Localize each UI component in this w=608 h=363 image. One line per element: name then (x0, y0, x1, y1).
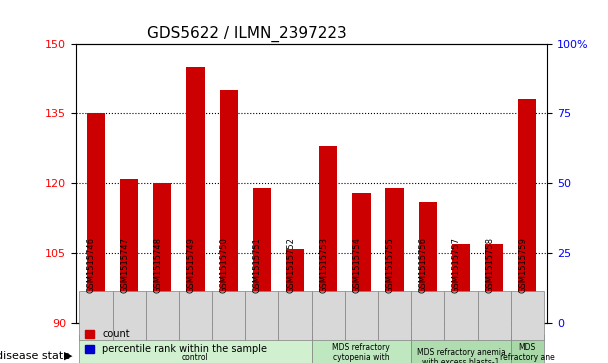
FancyBboxPatch shape (511, 291, 544, 340)
Bar (253, 188, 271, 323)
Text: GDS5622 / ILMN_2397223: GDS5622 / ILMN_2397223 (147, 26, 347, 42)
Bar (87, 313, 105, 323)
FancyBboxPatch shape (378, 291, 411, 340)
Bar (186, 67, 204, 323)
FancyBboxPatch shape (511, 335, 544, 363)
Bar (485, 316, 503, 323)
Bar (385, 188, 404, 323)
Text: MDS refractory
cytopenia with
multilineage dysplasia: MDS refractory cytopenia with multilinea… (318, 343, 405, 363)
Bar (452, 319, 470, 323)
Bar (186, 308, 204, 323)
Bar (153, 318, 171, 323)
Bar (153, 183, 171, 323)
Text: GSM1515755: GSM1515755 (385, 237, 395, 293)
Text: MDS refractory anemia
with excess blasts-1: MDS refractory anemia with excess blasts… (416, 348, 505, 363)
Bar (352, 193, 370, 323)
FancyBboxPatch shape (79, 335, 311, 363)
FancyBboxPatch shape (345, 291, 378, 340)
FancyBboxPatch shape (477, 291, 511, 340)
FancyBboxPatch shape (146, 291, 179, 340)
Text: GSM1515751: GSM1515751 (253, 237, 262, 293)
Bar (319, 313, 337, 323)
Bar (219, 90, 238, 323)
FancyBboxPatch shape (311, 291, 345, 340)
Text: GSM1515752: GSM1515752 (286, 237, 295, 293)
Text: GSM1515754: GSM1515754 (353, 237, 361, 293)
Bar (419, 202, 437, 323)
Bar (87, 113, 105, 323)
Text: GSM1515759: GSM1515759 (518, 237, 527, 293)
Legend: count, percentile rank within the sample: count, percentile rank within the sample (81, 326, 271, 358)
FancyBboxPatch shape (278, 291, 311, 340)
FancyBboxPatch shape (179, 291, 212, 340)
Text: GSM1515749: GSM1515749 (187, 237, 195, 293)
Text: ▶: ▶ (64, 351, 73, 361)
Bar (518, 99, 536, 323)
Bar (485, 244, 503, 323)
Bar (286, 249, 304, 323)
Bar (253, 308, 271, 323)
Bar (518, 310, 536, 323)
Bar (352, 318, 370, 323)
Text: GSM1515748: GSM1515748 (153, 237, 162, 293)
FancyBboxPatch shape (212, 291, 245, 340)
Bar (219, 313, 238, 323)
FancyBboxPatch shape (112, 291, 146, 340)
FancyBboxPatch shape (411, 335, 511, 363)
Bar (385, 318, 404, 323)
FancyBboxPatch shape (444, 291, 477, 340)
Text: GSM1515746: GSM1515746 (87, 237, 96, 293)
Text: MDS
refractory ane
ria with: MDS refractory ane ria with (500, 343, 554, 363)
FancyBboxPatch shape (245, 291, 278, 340)
Text: GSM1515758: GSM1515758 (485, 237, 494, 293)
Bar (120, 179, 138, 323)
FancyBboxPatch shape (79, 291, 112, 340)
Bar (120, 318, 138, 323)
FancyBboxPatch shape (311, 335, 411, 363)
Text: GSM1515747: GSM1515747 (120, 237, 129, 293)
Text: GSM1515756: GSM1515756 (419, 237, 428, 293)
Text: disease state: disease state (0, 351, 70, 361)
Bar (452, 244, 470, 323)
Text: GSM1515757: GSM1515757 (452, 237, 461, 293)
Bar (419, 319, 437, 323)
Text: GSM1515750: GSM1515750 (219, 237, 229, 293)
Bar (319, 146, 337, 323)
Text: control: control (182, 353, 209, 362)
Bar (286, 315, 304, 323)
FancyBboxPatch shape (411, 291, 444, 340)
Text: GSM1515753: GSM1515753 (319, 237, 328, 293)
